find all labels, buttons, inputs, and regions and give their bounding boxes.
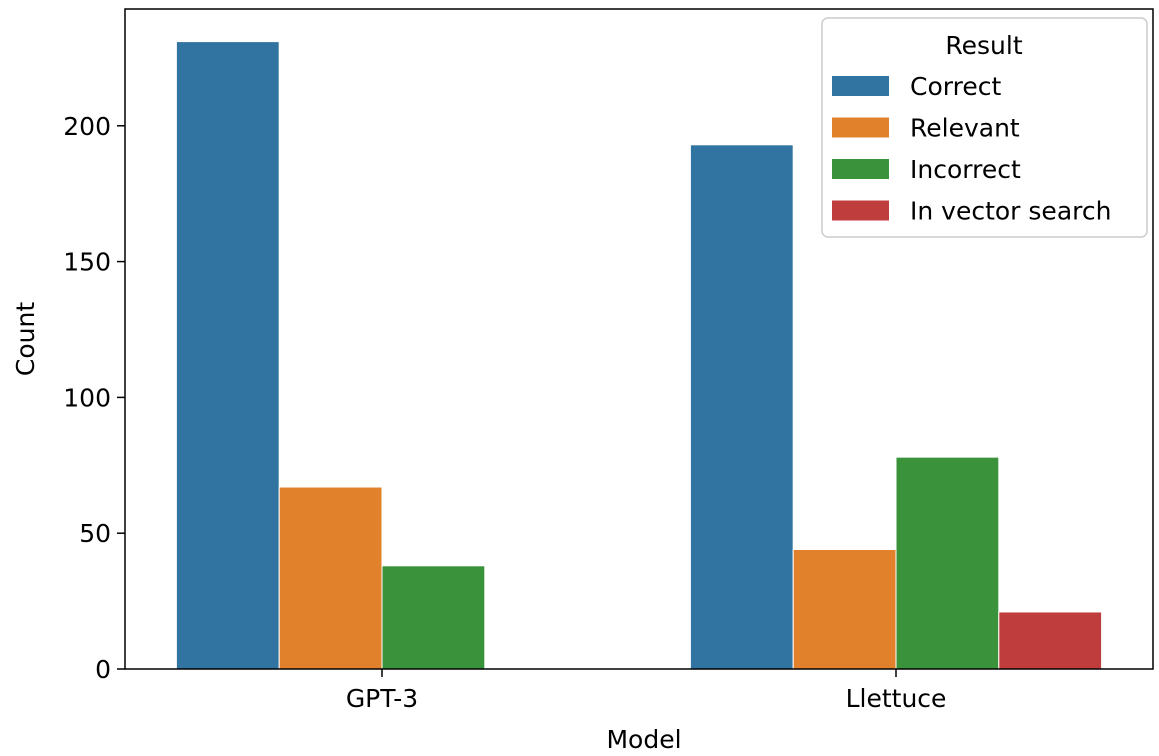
x-tick-label: Llettuce bbox=[846, 684, 947, 713]
x-axis-ticks: GPT-3 Llettuce bbox=[346, 669, 947, 713]
x-axis-label: Model bbox=[606, 725, 681, 754]
legend-swatch-in-vector-search bbox=[832, 200, 889, 221]
legend-swatch-relevant bbox=[832, 117, 889, 138]
bar-correct-gpt-3 bbox=[175, 41, 280, 670]
y-tick-label: 50 bbox=[79, 519, 111, 548]
bar-incorrect-llettuce bbox=[895, 456, 1000, 670]
axes-frame bbox=[124, 8, 1154, 670]
legend-swatch-correct bbox=[832, 76, 889, 96]
bar-relevant-llettuce bbox=[792, 548, 897, 670]
legend-label: In vector search bbox=[910, 197, 1111, 226]
y-tick-label: 0 bbox=[95, 655, 111, 684]
y-tick-label: 150 bbox=[63, 248, 111, 277]
bar-relevant-gpt-3 bbox=[278, 486, 383, 670]
legend-box bbox=[821, 17, 1148, 238]
legend-swatch-incorrect bbox=[832, 159, 889, 179]
legend-label: Incorrect bbox=[910, 155, 1021, 184]
bar-incorrect-gpt-3 bbox=[381, 565, 486, 670]
plot-frame bbox=[124, 8, 1154, 670]
legend-label: Correct bbox=[910, 72, 1001, 101]
bars-group bbox=[175, 41, 1103, 670]
y-tick-label: 200 bbox=[63, 112, 111, 141]
legend: Result Correct Relevant Incorrect In vector… bbox=[821, 17, 1148, 238]
y-tick-label: 100 bbox=[63, 383, 111, 412]
bar-correct-llettuce bbox=[689, 144, 794, 670]
legend-label: Relevant bbox=[910, 114, 1020, 143]
legend-title: Result bbox=[945, 31, 1022, 60]
x-tick-label: GPT-3 bbox=[346, 684, 418, 713]
y-axis-label: Count bbox=[11, 302, 40, 376]
legend-items: Correct Relevant Incorrect In vector search bbox=[832, 72, 1111, 226]
y-axis-ticks: 0 50 100 150 200 bbox=[63, 112, 125, 684]
bar-in-vector-search-llettuce bbox=[998, 611, 1103, 670]
